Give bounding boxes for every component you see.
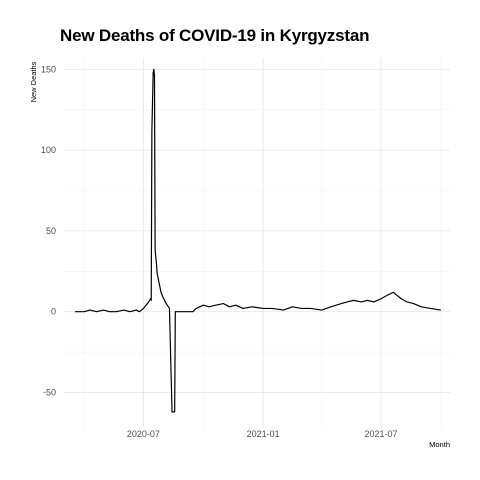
y-tick-label: 150 [41, 64, 56, 74]
series-line [75, 68, 441, 413]
y-tick-label: 50 [46, 226, 56, 236]
x-tick-label: 2020-07 [127, 429, 160, 439]
y-tick-label: 100 [41, 145, 56, 155]
y-axis-title: New Deaths [29, 61, 38, 102]
x-axis-title: Month [429, 440, 450, 449]
x-axis-tick-labels: 2020-07 2021-01 2021-07 [127, 429, 398, 439]
x-tick-label: 2021-01 [247, 429, 280, 439]
y-axis-tick-labels: 150 100 50 0 -50 [41, 64, 56, 397]
y-tick-label: 0 [51, 307, 56, 317]
grid-lines [64, 58, 450, 428]
chart-title: New Deaths of COVID-19 in Kyrgyzstan [60, 26, 370, 45]
y-tick-label: -50 [43, 387, 56, 397]
x-tick-label: 2021-07 [364, 429, 397, 439]
